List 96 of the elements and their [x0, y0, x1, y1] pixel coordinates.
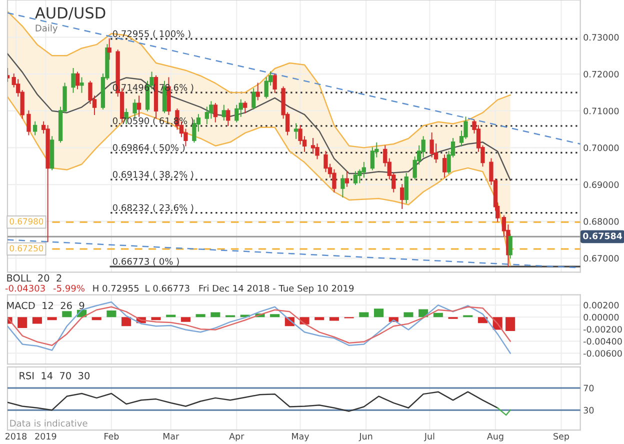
bar [47, 317, 57, 320]
candlestick [362, 162, 366, 178]
candlestick [358, 169, 362, 184]
candlestick [340, 174, 345, 198]
candlestick [508, 234, 512, 259]
candlestick [226, 108, 230, 126]
ref-line-label: 0.69864 ( 50% ) [112, 144, 185, 152]
candlestick [107, 38, 112, 60]
ref-line-label: 0.68232 ( 23.6% ) [112, 204, 194, 212]
x-tick-label: 2018 [5, 432, 27, 440]
bar [314, 317, 324, 320]
candlestick [404, 172, 408, 204]
candlestick [234, 104, 239, 122]
bar [32, 317, 42, 324]
bar [62, 311, 72, 318]
annotation: Data is indicative [10, 420, 88, 427]
y-tick-label: 0.71000 [584, 108, 619, 114]
y-tick-label: -0.00200 [584, 326, 622, 333]
candlestick [344, 171, 350, 187]
x-tick-label: Aug [486, 433, 504, 442]
x-tick-label: Jun [358, 433, 372, 442]
text: Daily [36, 24, 58, 34]
text: Fri Dec 14 2018 - Tue Sep 10 2019 [199, 284, 354, 294]
y-tick-label: 0.72000 [584, 70, 619, 78]
candlestick [310, 138, 316, 154]
candlestick [213, 103, 218, 122]
bar [478, 317, 488, 324]
bar [122, 317, 132, 326]
bar [210, 312, 220, 318]
candlestick [353, 171, 358, 185]
y-tick-label: -0.00600 [584, 350, 622, 357]
bar [506, 317, 516, 331]
y-tick-label: 0.73000 [584, 34, 619, 41]
ref-line-label: 0.67584 [583, 232, 622, 240]
y-tick-label: 0.69000 [584, 181, 619, 188]
candlestick [80, 77, 84, 93]
candlestick [132, 99, 137, 119]
y-tick-label: -0.00400 [584, 338, 622, 345]
y-tick-label: 0.00200 [584, 302, 619, 309]
bar [374, 308, 384, 318]
bar [106, 310, 116, 318]
bar [166, 314, 176, 318]
candlestick [272, 74, 277, 93]
text: -5.99% [53, 284, 84, 292]
candlestick [238, 99, 243, 117]
ref-line-label: 0.72955 ( 100% ) [112, 30, 190, 38]
bar [270, 314, 280, 318]
text: L 0.66773 [146, 284, 190, 292]
candlestick [442, 154, 447, 178]
candlestick [75, 72, 80, 90]
y-tick-label: 30 [584, 406, 594, 414]
y-tick-label: 70 [584, 384, 594, 392]
candlestick [252, 88, 256, 110]
candlestick [400, 184, 404, 209]
bar [92, 317, 102, 320]
candlestick [136, 96, 142, 117]
bar [433, 312, 443, 318]
candlestick [256, 82, 260, 100]
x-tick-label: Sep [554, 432, 569, 442]
x-tick-label: Apr [229, 433, 244, 442]
candlestick [32, 121, 38, 136]
ref-line-label: 0.67980 [10, 218, 44, 224]
y-tick-label: 0.68000 [584, 218, 619, 225]
line-series [7, 53, 511, 181]
text: BOLL 20 2 [7, 274, 62, 282]
bar [151, 317, 161, 320]
line-series [7, 301, 511, 354]
candlestick [222, 104, 226, 121]
x-tick-label: 2019 [35, 432, 56, 440]
x-tick-label: May [292, 433, 310, 442]
candlestick [294, 123, 298, 139]
bar [359, 312, 369, 318]
y-tick-label: 0.00000 [584, 314, 619, 321]
y-tick-label: 0.67000 [584, 255, 619, 262]
annotation: MACD 12 26 9 [7, 302, 84, 310]
annotation: RSI 14 70 30 [20, 372, 90, 380]
bar [329, 317, 339, 321]
x-tick-label: Feb [104, 432, 119, 440]
x-tick-label: Mar [163, 433, 180, 440]
candlestick [243, 101, 248, 114]
candlestick [71, 68, 76, 93]
x-tick-label: Jul [424, 432, 434, 442]
chart-title: AUD/USD [35, 7, 106, 20]
bar [18, 317, 28, 328]
text: -0.04303 [5, 284, 45, 292]
y-tick-label: 0.70000 [584, 144, 619, 152]
ref-line-label: 0.67250 [10, 245, 44, 252]
text: H 0.72955 [93, 284, 139, 292]
ref-line-label: 0.66773 ( 0% ) [112, 258, 179, 266]
line-series [7, 391, 498, 412]
candlestick [26, 110, 31, 136]
bar [404, 312, 414, 318]
ref-line-label: 0.69134 ( 38.2% ) [112, 170, 194, 179]
bar [180, 317, 190, 322]
line-series [7, 96, 511, 266]
bar [196, 314, 206, 318]
